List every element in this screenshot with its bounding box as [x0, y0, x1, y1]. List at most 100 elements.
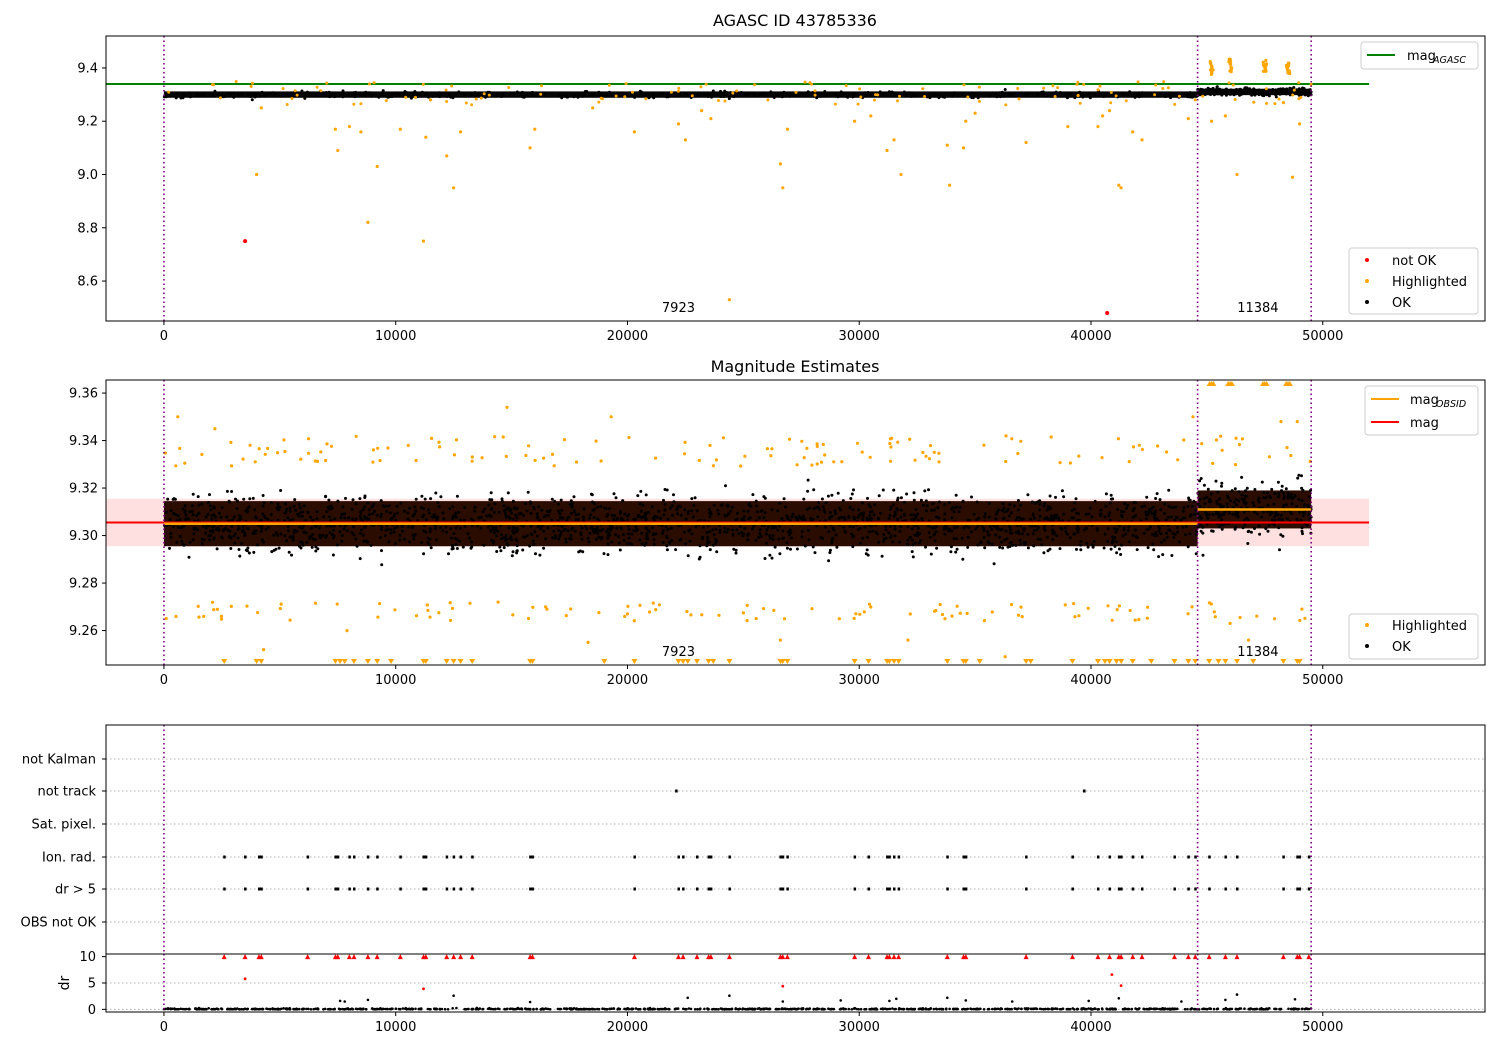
dr-point	[639, 1007, 642, 1011]
dr-point	[1194, 1007, 1197, 1011]
highlighted-point	[1016, 613, 1021, 617]
ok-point	[1018, 516, 1022, 520]
ok-point	[359, 93, 363, 97]
ok-point	[166, 497, 170, 501]
highlighted-point	[669, 90, 673, 94]
highlighted-point	[213, 427, 217, 431]
ok-point	[1046, 505, 1050, 508]
dr-clipped-marker	[1107, 954, 1113, 960]
ok-point	[358, 514, 362, 518]
ok-point	[912, 491, 916, 495]
ok-point	[542, 92, 546, 96]
ok-point	[892, 91, 896, 95]
ok-point	[759, 535, 763, 538]
ok-point	[1087, 512, 1091, 516]
highlighted-point	[890, 436, 894, 440]
dr-point	[648, 1008, 652, 1011]
ok-point	[1284, 88, 1288, 92]
ok-point	[862, 511, 865, 515]
dr-point	[583, 1008, 587, 1011]
ok-point	[562, 528, 566, 532]
dr-point	[1224, 998, 1227, 1002]
ok-point	[1216, 490, 1220, 494]
highlighted-point	[487, 93, 491, 97]
ok-point	[1003, 538, 1007, 542]
ok-point	[995, 512, 998, 516]
highlighted-point	[808, 81, 812, 85]
highlighted-point	[1166, 86, 1170, 90]
dr-point	[1202, 1007, 1206, 1011]
ok-point	[1038, 514, 1042, 518]
highlighted-point	[682, 452, 687, 456]
ok-point	[643, 514, 647, 518]
ok-point	[673, 92, 676, 96]
highlighted-point	[1107, 109, 1112, 113]
highlighted-point	[950, 614, 954, 618]
flag-point	[677, 855, 680, 859]
ok-point	[646, 511, 650, 514]
highlighted-point	[813, 93, 817, 97]
highlighted-point	[1186, 612, 1190, 616]
highlighted-point	[1024, 140, 1028, 145]
flag-point	[962, 887, 966, 891]
ok-point	[228, 500, 232, 504]
highlighted-point	[425, 603, 429, 607]
highlighted-point	[761, 607, 766, 611]
y-tick-label: 9.30	[69, 529, 98, 544]
ok-point	[383, 93, 386, 97]
ok-point	[208, 504, 212, 508]
ok-point	[1031, 532, 1035, 536]
highlighted-point	[937, 460, 941, 464]
ok-point	[515, 90, 519, 94]
dr-point	[893, 1007, 896, 1011]
highlighted-point	[731, 91, 735, 95]
ok-point	[1266, 503, 1270, 507]
ok-point	[627, 527, 631, 531]
ok-point	[340, 539, 344, 543]
highlighted-point	[378, 459, 382, 463]
ok-point	[328, 524, 332, 528]
ok-point	[1220, 518, 1224, 522]
highlighted-point	[262, 648, 266, 652]
dr-point	[585, 1007, 589, 1011]
ok-point	[905, 492, 909, 496]
ok-point	[247, 551, 251, 555]
x-tick-label: 40000	[1070, 1020, 1111, 1035]
ok-point	[219, 515, 223, 519]
ok-point	[1209, 492, 1213, 496]
x-tick-label: 50000	[1302, 673, 1343, 688]
ok-point	[633, 95, 637, 99]
ok-point	[1194, 509, 1198, 512]
highlighted-point	[711, 464, 716, 468]
ok-point	[607, 90, 611, 94]
ok-point	[1046, 549, 1050, 553]
ok-point	[453, 513, 457, 517]
highlighted-point	[717, 613, 721, 617]
dr-point	[719, 1007, 723, 1010]
dr-point	[438, 1007, 442, 1011]
legend-box	[1348, 247, 1479, 315]
clipped-highlight-marker	[388, 659, 395, 664]
dr-point	[1123, 1007, 1127, 1011]
highlighted-point	[800, 439, 804, 443]
ok-point	[671, 504, 674, 508]
ok-point	[1277, 87, 1280, 91]
ok-point	[454, 515, 458, 519]
flag-point	[1140, 855, 1144, 859]
ok-point	[367, 508, 371, 512]
ok-point	[515, 516, 519, 520]
dr-clipped-marker	[886, 954, 892, 960]
highlighted-point	[923, 95, 927, 98]
ok-point	[345, 529, 349, 533]
highlighted-point	[1086, 606, 1090, 610]
dr-point	[698, 1007, 702, 1011]
highlighted-point	[597, 100, 601, 104]
ok-point	[660, 92, 664, 95]
ok-point	[445, 530, 449, 534]
ok-point	[253, 93, 257, 97]
ok-point	[291, 518, 295, 522]
ok-point	[1245, 88, 1248, 92]
ok-point	[887, 90, 891, 94]
ok-point	[1257, 496, 1261, 500]
